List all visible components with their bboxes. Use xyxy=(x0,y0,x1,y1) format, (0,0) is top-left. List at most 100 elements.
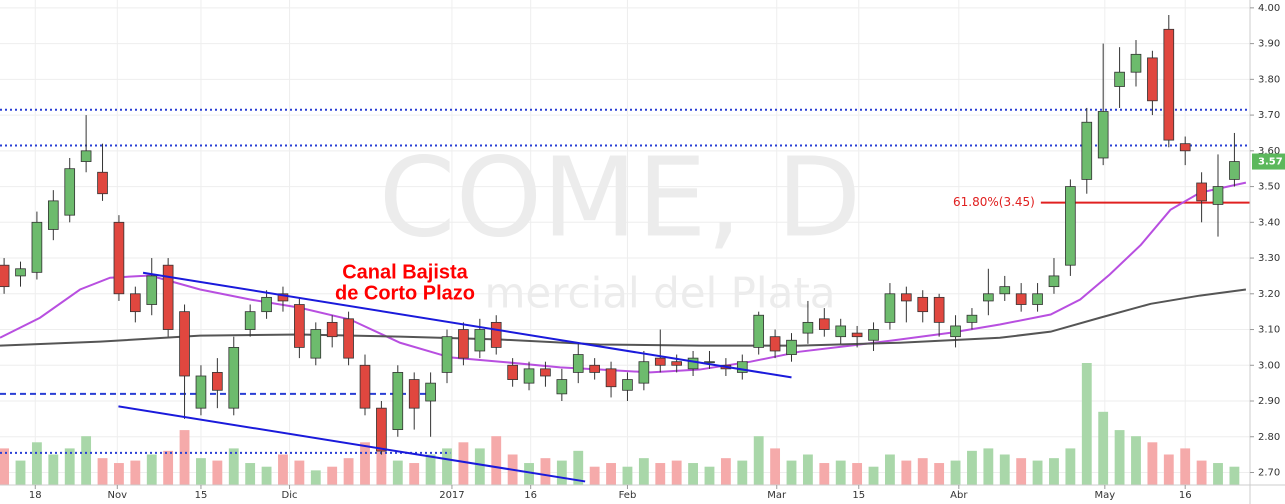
volume-bar xyxy=(917,458,928,485)
volume-bar xyxy=(179,430,190,485)
volume-bar xyxy=(934,463,945,485)
volume-bar xyxy=(1196,460,1207,485)
volume-bar xyxy=(950,460,961,485)
candle-body xyxy=(47,200,59,230)
candle-body xyxy=(1032,293,1043,305)
volume-bar xyxy=(1147,442,1158,485)
x-tick-label: Nov xyxy=(108,490,128,501)
candle-body xyxy=(556,379,568,395)
candle-body xyxy=(851,332,863,338)
candle-body xyxy=(901,293,912,302)
x-tick-label: Abr xyxy=(950,490,968,501)
volume-bar xyxy=(245,463,256,485)
volume-bar xyxy=(343,458,354,485)
volume-bar xyxy=(376,448,387,485)
candle-body xyxy=(195,375,207,409)
x-tick-label: May xyxy=(1094,490,1115,501)
volume-bar xyxy=(720,458,731,485)
candle-body xyxy=(130,293,141,313)
candle-body xyxy=(736,361,748,373)
candle-body xyxy=(0,264,10,288)
y-tick-label: 2.80 xyxy=(1258,432,1280,443)
y-tick-label: 3.70 xyxy=(1258,110,1280,121)
volume-bar xyxy=(48,454,59,485)
volume-bar xyxy=(294,460,305,485)
x-tick-label: Dic xyxy=(282,490,298,501)
volume-bar xyxy=(1065,448,1076,485)
y-tick-label: 3.40 xyxy=(1258,217,1280,228)
axes: 2.70 2.80 2.90 3.00 3.10 3.20 3.30 3.40 3.50 3.60… xyxy=(29,3,1285,501)
candle-body xyxy=(261,296,272,313)
trend-line xyxy=(142,271,792,379)
volume-bar xyxy=(261,466,272,485)
y-tick-label: 2.90 xyxy=(1258,396,1280,407)
candle-body xyxy=(589,364,600,373)
volume-bar xyxy=(474,448,485,485)
candle-body xyxy=(64,168,76,216)
candle-body xyxy=(162,264,174,330)
volume-bar xyxy=(655,463,666,485)
x-tick-label: Mar xyxy=(767,490,787,501)
candle-body xyxy=(1015,293,1027,305)
candle-body xyxy=(1196,182,1207,202)
volume-bar xyxy=(671,460,682,485)
candle-body xyxy=(1081,121,1093,180)
candle-body xyxy=(654,357,666,366)
volume-bar xyxy=(228,448,239,485)
candle-body xyxy=(769,336,781,352)
candle-body xyxy=(441,336,453,373)
candle-body xyxy=(15,268,26,277)
volume-bar xyxy=(1229,466,1240,485)
y-tick-label: 4.00 xyxy=(1258,3,1280,14)
annotation: Canal Bajista xyxy=(342,261,468,283)
candle-body xyxy=(605,368,617,388)
candle-body xyxy=(999,286,1011,295)
x-tick-label: 16 xyxy=(524,490,537,501)
volume-bar xyxy=(753,436,764,485)
volume-bar xyxy=(852,463,863,485)
volume-bar xyxy=(196,458,206,485)
annotation: de Corto Plazo xyxy=(335,282,475,304)
y-tick-label: 3.80 xyxy=(1258,74,1280,85)
candle-body xyxy=(507,364,518,380)
candle-body xyxy=(933,296,945,323)
candle-body xyxy=(1212,186,1224,205)
volume-bar xyxy=(64,448,75,485)
volume-bar xyxy=(802,454,813,485)
level-label: 61.80%(3.45) xyxy=(953,195,1035,209)
watermark: COME, D xyxy=(379,133,861,261)
volume-bar xyxy=(1049,458,1059,485)
volume-bar xyxy=(1081,363,1092,485)
volume-bar xyxy=(0,448,10,485)
volume-bar xyxy=(556,460,567,485)
volume-bar xyxy=(688,463,698,485)
volume-bar xyxy=(1180,448,1191,485)
candle-body xyxy=(392,372,404,431)
x-tick-label: 16 xyxy=(1179,490,1192,501)
y-tick-label: 2.70 xyxy=(1258,467,1280,478)
volume-bar xyxy=(835,460,846,485)
volume-bar xyxy=(622,466,633,485)
y-tick-label: 3.60 xyxy=(1258,146,1280,157)
volume-bar xyxy=(212,460,223,485)
volume-bar xyxy=(819,463,830,485)
candle-body xyxy=(572,354,584,373)
candle-body xyxy=(1048,275,1060,288)
candle-body xyxy=(244,311,256,330)
candle-body xyxy=(884,293,896,323)
volume-bar xyxy=(524,463,534,485)
x-tick-label: 15 xyxy=(195,490,208,501)
candle-body xyxy=(310,329,322,359)
volume-bar xyxy=(392,460,403,485)
moving-average xyxy=(0,181,1247,374)
last-price-tag xyxy=(1252,153,1285,170)
candle-body xyxy=(753,314,765,348)
volume-bar xyxy=(458,442,469,485)
candle-body xyxy=(671,361,682,366)
volume-bar xyxy=(638,458,649,485)
candle-body xyxy=(1097,111,1109,159)
volume-bar xyxy=(967,450,977,485)
candle-body xyxy=(1114,71,1125,87)
candle-body xyxy=(983,293,994,302)
